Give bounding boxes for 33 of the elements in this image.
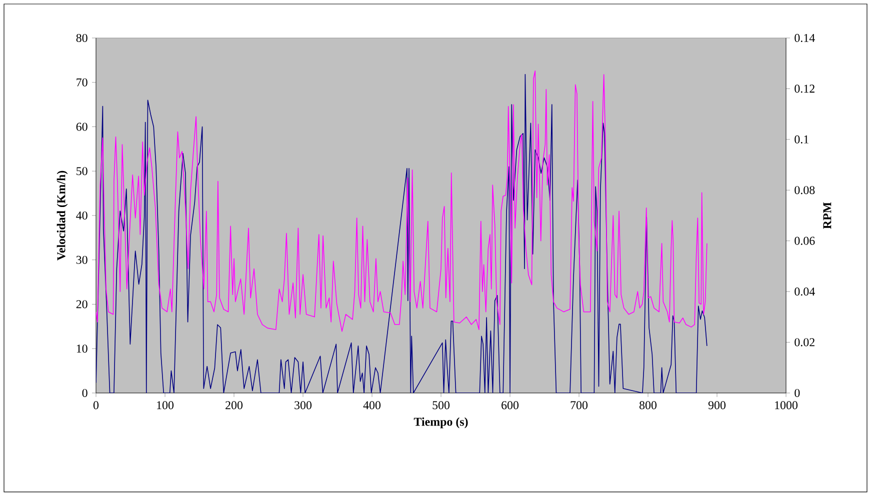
y-tick-label: 70 bbox=[76, 78, 88, 86]
x-tick-label: 800 bbox=[639, 401, 657, 410]
y2-tick-label: 0.06 bbox=[794, 236, 815, 245]
y-tick-label: 30 bbox=[76, 256, 88, 264]
x-axis-title: Tiempo (s) bbox=[414, 417, 468, 428]
y-axis-title: Velocidad (Km/h) bbox=[56, 170, 68, 260]
y2-tick-label: 0.04 bbox=[794, 287, 815, 296]
x-tick-label: 900 bbox=[708, 401, 726, 410]
x-tick-label: 200 bbox=[226, 401, 243, 410]
y2-axis-title: RPM bbox=[823, 202, 832, 229]
y-tick-label: 80 bbox=[76, 34, 88, 42]
y-tick-label: 50 bbox=[76, 167, 88, 176]
x-tick-label: 100 bbox=[157, 401, 174, 410]
y-tick-label: 10 bbox=[76, 344, 88, 353]
x-tick-label: 700 bbox=[570, 401, 588, 410]
x-tick-label: 500 bbox=[432, 401, 450, 410]
x-tick-label: 400 bbox=[363, 401, 381, 410]
line-series bbox=[96, 70, 708, 332]
y-tick-label: 60 bbox=[76, 122, 88, 131]
y2-tick-label: 0.12 bbox=[794, 84, 814, 93]
y-tick-label: 0 bbox=[82, 388, 88, 398]
x-tick-label: 0 bbox=[93, 401, 99, 410]
y2-tick-label: 0.02 bbox=[794, 338, 814, 346]
y-tick-label: 40 bbox=[76, 211, 88, 220]
y2-tick-label: 0.1 bbox=[794, 135, 808, 144]
y2-tick-label: 0 bbox=[794, 388, 800, 398]
y-tick-label: 20 bbox=[76, 300, 88, 308]
line-series bbox=[96, 74, 708, 393]
x-tick-label: 1000 bbox=[775, 401, 798, 410]
y2-tick-label: 0.08 bbox=[794, 186, 815, 194]
y2-tick-label: 0.14 bbox=[794, 34, 815, 42]
x-tick-label: 300 bbox=[294, 401, 312, 410]
x-tick-label: 600 bbox=[502, 401, 519, 410]
